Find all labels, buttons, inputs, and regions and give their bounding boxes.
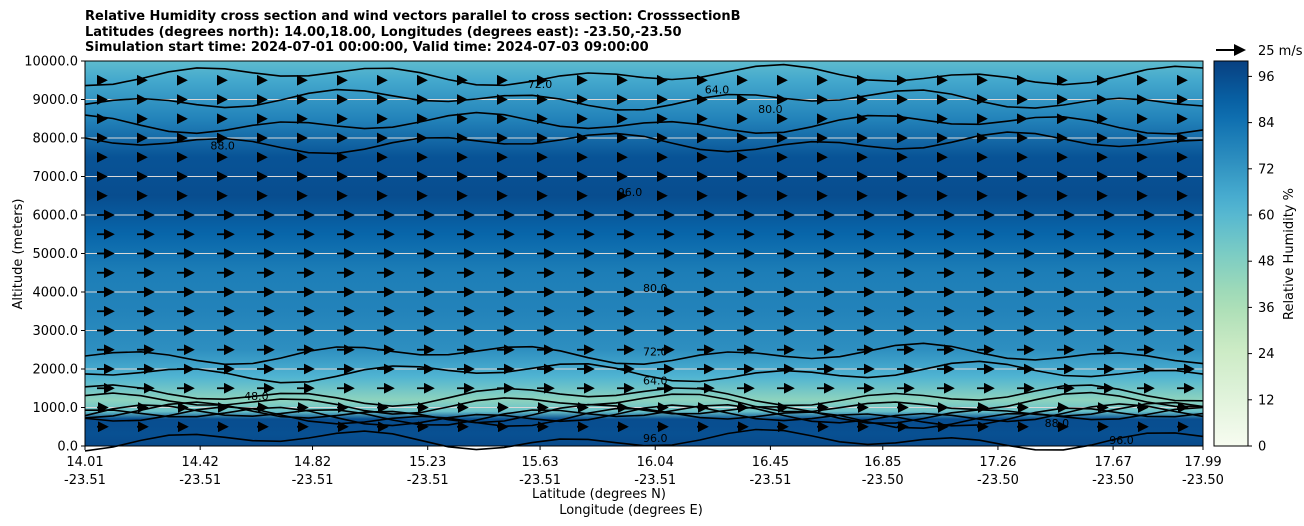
x-tick-label-lat: 16.45 [752, 455, 789, 470]
x-tick-label-lon: -23.51 [634, 473, 676, 488]
colorbar-tick-label: 96 [1258, 70, 1275, 85]
y-tick-label: 0.0 [57, 440, 78, 455]
y-axis-label: Altitude (meters) [11, 199, 26, 310]
contour-line [84, 360, 1204, 384]
x-tick-label-lon: -23.51 [64, 473, 106, 488]
contour-line [84, 111, 1204, 135]
colorbar-tick-label: 24 [1258, 347, 1275, 362]
y-tick-label: 4000.0 [33, 286, 79, 301]
x-tick-label-lat: 14.42 [182, 455, 219, 470]
colorbar-tick-label: 0 [1258, 440, 1266, 455]
x-tick-label-lon: -23.51 [179, 473, 221, 488]
contour-label: 72.0 [643, 346, 668, 359]
x-tick-label-lat: 17.26 [979, 455, 1016, 470]
y-tick-label: 6000.0 [33, 209, 79, 224]
contour-line [84, 391, 1204, 415]
contour-line [84, 131, 1204, 155]
x-tick-label-lat: 14.01 [66, 455, 103, 470]
x-tick-label-lat: 16.85 [864, 455, 901, 470]
contour-line [84, 88, 1204, 111]
contour-label: 96.0 [1109, 434, 1134, 447]
x-tick-label-lon: -23.51 [292, 473, 334, 488]
x-tick-label-lat: 15.23 [409, 455, 446, 470]
x-tick-label-lon: -23.50 [1182, 473, 1224, 488]
contour-label: 64.0 [643, 374, 668, 387]
contour-label: 72.0 [528, 78, 553, 91]
contour-label: 96.0 [643, 432, 668, 445]
y-tick-label: 3000.0 [33, 324, 79, 339]
contour-label: 80.0 [758, 103, 783, 116]
colorbar-tick-label: 12 [1258, 393, 1275, 408]
contour-label: 64.0 [705, 84, 730, 97]
x-tick-label-lat: 16.04 [637, 455, 674, 470]
contour-label: 88.0 [210, 140, 235, 153]
y-tick-label: 7000.0 [33, 170, 79, 185]
x-tick-label-lon: -23.51 [407, 473, 449, 488]
title-line-2: Latitudes (degrees north): 14.00,18.00, … [85, 24, 682, 40]
x-tick-label-lon: -23.50 [977, 473, 1019, 488]
contour-label: 48.0 [244, 390, 269, 403]
y-tick-label: 1000.0 [33, 401, 79, 416]
y-tick-label: 10000.0 [24, 55, 78, 70]
chart-title: Relative Humidity cross section and wind… [85, 9, 741, 56]
colorbar-tick-label: 36 [1258, 301, 1275, 316]
y-tick-label: 2000.0 [33, 363, 79, 378]
colorbar-tick-label: 84 [1258, 116, 1275, 131]
contour-label: 88.0 [1045, 417, 1070, 430]
colorbar-label: Relative Humidity % [1282, 188, 1297, 320]
y-tick-label: 9000.0 [33, 93, 79, 108]
x-tick-label-lat: 17.67 [1095, 455, 1132, 470]
x-tick-label-lat: 17.99 [1184, 455, 1221, 470]
contour-line [84, 63, 1204, 87]
title-line-1: Relative Humidity cross section and wind… [85, 9, 741, 24]
contour-label: 96.0 [618, 186, 643, 199]
y-tick-label: 5000.0 [33, 247, 79, 262]
colorbar-tick-label: 48 [1258, 255, 1275, 270]
y-tick-label: 8000.0 [33, 132, 79, 147]
contour-label: 80.0 [643, 282, 668, 295]
contour-line [84, 342, 1204, 366]
contour-line [84, 405, 1204, 430]
colorbar-tick-label: 72 [1258, 162, 1275, 177]
x-axis-label-latitude: Latitude (degrees N) [532, 487, 666, 502]
x-tick-label-lat: 15.63 [521, 455, 558, 470]
x-tick-label-lon: -23.51 [749, 473, 791, 488]
contour-line [84, 384, 1204, 408]
colorbar-tick-label: 60 [1258, 209, 1275, 224]
x-tick-label-lat: 14.82 [294, 455, 331, 470]
contour-line [84, 403, 1204, 426]
colorbar [1213, 60, 1249, 447]
x-tick-label-lon: -23.51 [519, 473, 561, 488]
x-axis-label-longitude: Longitude (degrees E) [559, 503, 703, 518]
quiver-key-label: 25 m/s [1258, 44, 1303, 59]
x-tick-label-lon: -23.50 [862, 473, 904, 488]
x-tick-label-lon: -23.50 [1092, 473, 1134, 488]
title-line-3: Simulation start time: 2024-07-01 00:00:… [85, 40, 649, 55]
